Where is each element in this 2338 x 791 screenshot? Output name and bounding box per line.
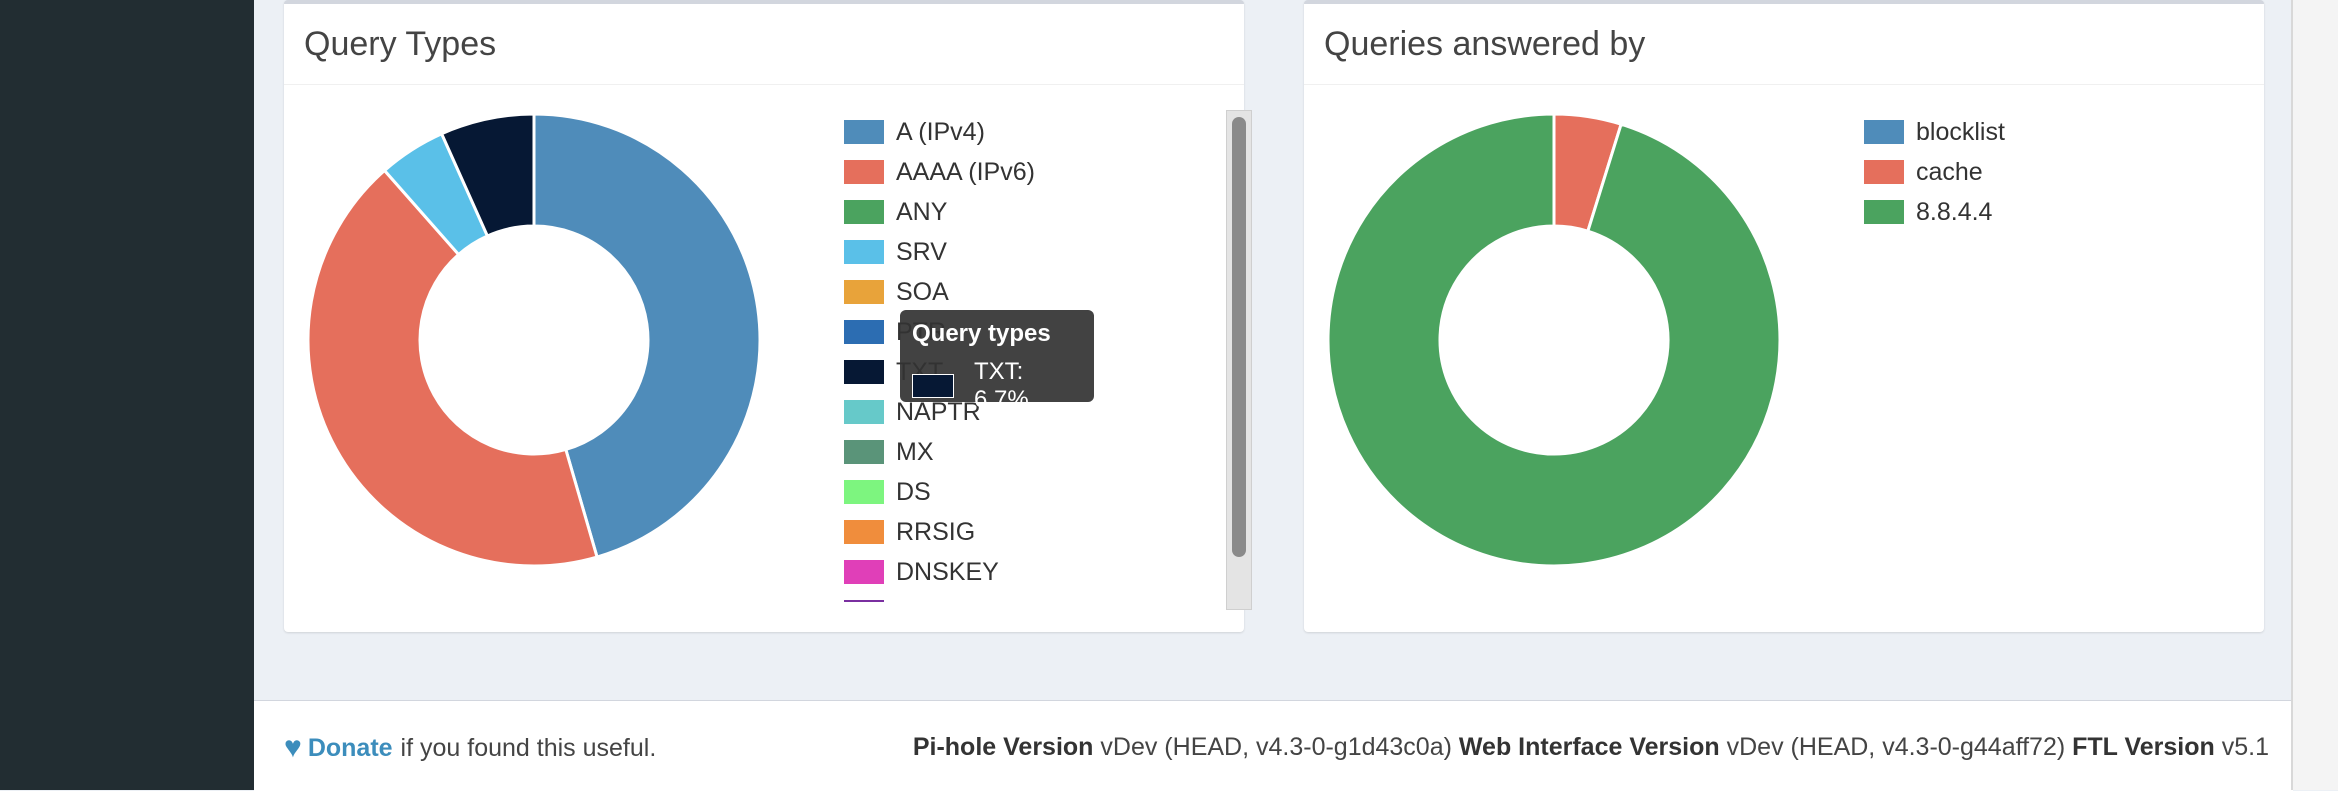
- query-types-legend-item[interactable]: A (IPv4): [844, 112, 1214, 152]
- query-types-legend-swatch: [844, 560, 884, 584]
- window-edge: [2291, 0, 2338, 790]
- query-types-legend-label: DS: [896, 477, 931, 506]
- query-types-legend-label: RRSIG: [896, 517, 976, 546]
- tooltip-swatch: [912, 374, 954, 398]
- query-types-legend: A (IPv4)AAAA (IPv6)ANYSRVSOAPTRTXTNAPTRM…: [844, 112, 1214, 602]
- answered-by-legend-item[interactable]: 8.8.4.4: [1864, 192, 2224, 232]
- query-types-legend-swatch: [844, 400, 884, 424]
- query-types-legend-swatch: [844, 440, 884, 464]
- query-types-legend-item[interactable]: SOA: [844, 272, 1214, 312]
- answered-by-box: Queries answered by blocklist cache 8.8.4.…: [1304, 0, 2264, 632]
- query-types-legend-label: OTHER: [896, 598, 984, 603]
- answered-by-legend-swatch: [1864, 160, 1904, 184]
- ftl-version-value: v5.1: [2221, 733, 2269, 761]
- tooltip-row: TXT: 6.7%: [912, 358, 1082, 414]
- query-types-donut-chart[interactable]: [304, 110, 764, 570]
- footer-donate: ♥ Donate if you found this useful.: [284, 733, 656, 763]
- query-types-legend-label: ANY: [896, 197, 948, 226]
- answered-by-legend-label: cache: [1916, 157, 1983, 186]
- query-types-title: Query Types: [284, 4, 1244, 85]
- sidebar: [0, 0, 254, 790]
- answered-by-legend-label: blocklist: [1916, 117, 2005, 146]
- answered-by-title: Queries answered by: [1304, 4, 2264, 85]
- chart-tooltip: Query types TXT: 6.7%: [900, 310, 1094, 413]
- query-types-legend-item[interactable]: DNSKEY: [844, 552, 1214, 592]
- donate-link[interactable]: Donate: [307, 733, 393, 762]
- answered-by-legend-swatch: [1864, 200, 1904, 224]
- query-types-legend-swatch: [844, 480, 884, 504]
- query-types-slice-a-ipv4-[interactable]: [532, 112, 762, 559]
- answered-by-donut-chart[interactable]: [1324, 110, 1784, 570]
- query-types-legend-item[interactable]: NAPTR: [844, 392, 1214, 432]
- query-types-legend-label: MX: [896, 437, 934, 466]
- query-types-legend-item[interactable]: SRV: [844, 232, 1214, 272]
- pihole-version-label: Pi-hole Version: [912, 733, 1094, 761]
- web-version-value: vDev (HEAD, v4.3-0-g44aff72): [1726, 733, 2066, 761]
- query-types-legend-item[interactable]: DS: [844, 472, 1214, 512]
- query-types-legend-item[interactable]: MX: [844, 432, 1214, 472]
- query-types-slice-aaaa-ipv6-[interactable]: [306, 168, 599, 568]
- web-version-label: Web Interface Version: [1458, 733, 1720, 761]
- query-types-legend-label: NAPTR: [896, 397, 981, 426]
- query-types-chart-area: A (IPv4)AAAA (IPv6)ANYSRVSOAPTRTXTNAPTRM…: [284, 88, 1252, 628]
- page-footer: ♥ Donate if you found this useful. Pi-ho…: [254, 700, 2293, 791]
- ftl-version-label: FTL Version: [2072, 733, 2215, 761]
- tooltip-text: TXT: 6.7%: [974, 358, 1029, 413]
- query-types-legend-swatch: [844, 280, 884, 304]
- query-types-legend-swatch: [844, 120, 884, 144]
- query-types-slice-txt[interactable]: [439, 112, 536, 238]
- answered-by-legend-swatch: [1864, 120, 1904, 144]
- query-types-legend-item[interactable]: ANY: [844, 192, 1214, 232]
- query-types-legend-item[interactable]: OTHER: [844, 592, 1214, 602]
- version-info: Pi-hole Version vDev (HEAD, v4.3-0-g1d43…: [913, 733, 2269, 762]
- legend-scrollbar-thumb[interactable]: [1232, 117, 1246, 557]
- answered-by-slice-8-8-4-4[interactable]: [1326, 112, 1782, 568]
- answered-by-chart-area: blocklist cache 8.8.4.4: [1304, 88, 2264, 628]
- query-types-legend-label: A (IPv4): [896, 117, 985, 146]
- query-types-box: Query Types A (IPv4) AAAA (IPv6) ANY SRV SOA…: [284, 0, 1252, 632]
- query-types-legend-item[interactable]: AAAA (IPv6): [844, 152, 1214, 192]
- query-types-legend-swatch: [844, 200, 884, 224]
- query-types-legend-swatch: [844, 600, 884, 602]
- query-types-legend-label: AAAA (IPv6): [896, 157, 1035, 186]
- query-types-legend-item[interactable]: RRSIG: [844, 512, 1214, 552]
- legend-scrollbar[interactable]: [1226, 110, 1252, 610]
- query-types-legend-swatch: [844, 360, 884, 384]
- answered-by-legend-item[interactable]: blocklist: [1864, 112, 2224, 152]
- query-types-legend-swatch: [844, 520, 884, 544]
- answered-by-legend-item[interactable]: cache: [1864, 152, 2224, 192]
- query-types-legend-swatch: [844, 320, 884, 344]
- pihole-version-value: vDev (HEAD, v4.3-0-g1d43c0a): [1100, 733, 1452, 761]
- donate-suffix: if you found this useful.: [400, 733, 657, 762]
- tooltip-title: Query types: [912, 320, 1051, 347]
- query-types-legend-label: SOA: [896, 277, 949, 306]
- heart-icon: ♥: [284, 731, 302, 764]
- query-types-legend-swatch: [844, 240, 884, 264]
- answered-by-legend: blocklist cache 8.8.4.4: [1864, 112, 2224, 232]
- query-types-legend-label: SRV: [896, 237, 947, 266]
- query-types-legend-swatch: [844, 160, 884, 184]
- query-types-legend-label: DNSKEY: [896, 557, 999, 586]
- main-content: Query Types A (IPv4) AAAA (IPv6) ANY SRV SOA…: [254, 0, 2293, 791]
- answered-by-legend-label: 8.8.4.4: [1916, 197, 1993, 226]
